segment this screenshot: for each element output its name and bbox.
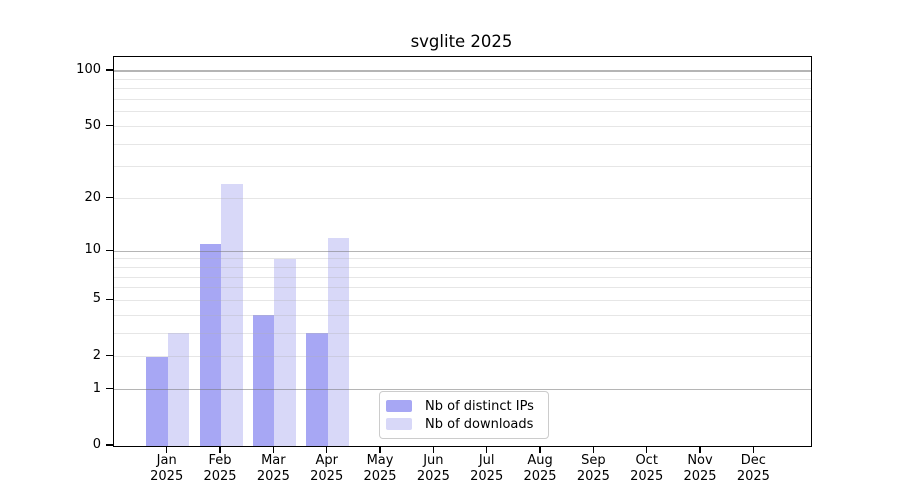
legend-item-distinct-ips: Nb of distinct IPs: [386, 397, 548, 415]
gridline-major: [114, 250, 811, 252]
y-tick-label: 20: [84, 189, 101, 205]
x-tick-year: 2025: [150, 469, 184, 484]
x-tick-label: Feb 2025: [180, 453, 260, 485]
x-tick-year: 2025: [310, 469, 344, 484]
legend-item-downloads: Nb of downloads: [386, 415, 548, 433]
y-tick-mark: [106, 196, 113, 199]
x-tick-year: 2025: [736, 469, 770, 484]
bar-distinct-ips-mar-2025: [252, 315, 275, 446]
gridline-minor: [114, 111, 811, 113]
y-tick-mark: [106, 249, 113, 251]
legend-swatch-distinct-ips: [386, 400, 412, 412]
bar-downloads-feb-2025: [221, 184, 243, 446]
x-tick-label: Dec 2025: [713, 453, 793, 485]
y-tick-mark: [106, 388, 113, 390]
legend-label-distinct-ips: Nb of distinct IPs: [425, 398, 534, 414]
gridline-minor: [114, 88, 811, 90]
y-tick-label: 2: [92, 347, 101, 363]
gridline-minor: [114, 299, 811, 301]
bar-distinct-ips-feb-2025: [199, 244, 222, 446]
y-tick-mark: [106, 444, 113, 446]
gridline-minor: [114, 356, 811, 358]
chart-title: svglite 2025: [410, 32, 513, 51]
gridline-minor: [114, 287, 811, 289]
legend-label-downloads: Nb of downloads: [425, 416, 534, 432]
gridline-minor: [114, 166, 811, 168]
x-tick-label: Mar 2025: [233, 453, 313, 485]
x-tick-label: Aug 2025: [500, 453, 580, 485]
gridline-minor: [114, 276, 811, 278]
bar-distinct-ips-jan-2025: [146, 356, 168, 446]
x-tick-label: Sep 2025: [553, 453, 633, 485]
x-tick-label: Apr 2025: [287, 453, 367, 485]
x-tick-mark: [486, 446, 488, 454]
gridline-minor: [114, 143, 811, 145]
x-tick-mark: [646, 446, 648, 454]
legend-swatch-downloads: [386, 418, 412, 430]
x-tick-year: 2025: [470, 469, 504, 484]
gridline-minor: [114, 266, 811, 268]
legend: Nb of distinct IPs Nb of downloads: [379, 391, 549, 439]
gridline-major: [114, 389, 811, 391]
x-tick-label: Jun 2025: [393, 453, 473, 485]
y-tick-mark: [106, 355, 113, 357]
bar-downloads-mar-2025: [274, 258, 296, 446]
y-tick-label: 5: [92, 291, 101, 307]
plot-area: [113, 56, 812, 447]
gridline-minor: [114, 198, 811, 200]
y-tick-mark: [106, 298, 113, 301]
x-tick-mark: [272, 446, 274, 454]
x-tick-year: 2025: [630, 469, 664, 484]
x-tick-year: 2025: [576, 469, 610, 484]
gridline-minor: [114, 314, 811, 316]
x-tick-year: 2025: [256, 469, 290, 484]
gridline-minor: [114, 258, 811, 260]
y-tick-label: 1: [92, 380, 101, 396]
y-tick-mark: [106, 124, 113, 127]
x-tick-year: 2025: [683, 469, 717, 484]
y-tick-label: 0: [92, 437, 101, 452]
y-tick-label: 50: [84, 117, 101, 133]
x-tick-mark: [752, 446, 754, 454]
x-tick-year: 2025: [523, 469, 557, 484]
x-tick-mark: [592, 446, 594, 454]
x-tick-year: 2025: [363, 469, 397, 484]
bar-downloads-apr-2025: [327, 237, 350, 446]
x-tick-mark: [326, 446, 328, 454]
x-tick-mark: [166, 446, 168, 454]
x-tick-label: May 2025: [340, 453, 420, 485]
x-tick-label: Jan 2025: [127, 453, 207, 485]
x-tick-mark: [219, 446, 221, 454]
gridline-minor: [114, 78, 811, 80]
x-tick-label: Oct 2025: [607, 453, 687, 485]
x-tick-label: Nov 2025: [660, 453, 740, 485]
x-tick-mark: [432, 446, 434, 454]
x-tick-year: 2025: [416, 469, 450, 484]
gridline-major: [114, 70, 811, 72]
x-tick-mark: [379, 446, 381, 454]
y-tick-label: 100: [76, 62, 101, 77]
x-tick-mark: [699, 446, 701, 454]
x-tick-label: Jul 2025: [447, 453, 527, 485]
y-tick-label: 10: [84, 242, 101, 258]
gridline-minor: [114, 332, 811, 334]
gridline-minor: [114, 126, 811, 128]
gridline-minor: [114, 99, 811, 101]
x-tick-year: 2025: [203, 469, 237, 484]
y-tick-mark: [106, 69, 113, 71]
x-tick-mark: [539, 446, 541, 454]
